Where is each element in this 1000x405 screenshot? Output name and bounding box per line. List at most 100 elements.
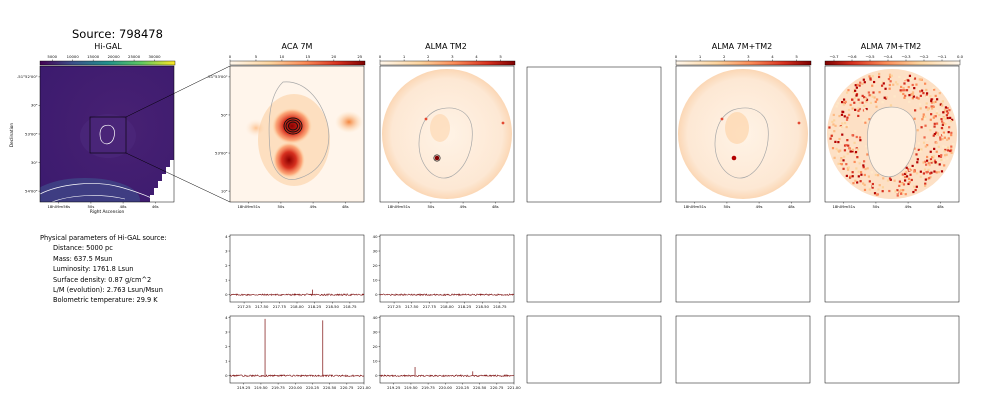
residual-noise-pixel [874, 173, 877, 177]
residual-noise-pixel [853, 129, 857, 133]
empty-spectrum-r1-c3 [526, 234, 662, 303]
residual-noise-pixel [911, 91, 915, 94]
tm2-colorbar [379, 60, 516, 66]
residual-noise-pixel [919, 170, 922, 173]
residual-noise-pixel [936, 132, 939, 135]
spectrum-y-tick-label: 3 [225, 329, 228, 334]
residual-noise-pixel [853, 160, 856, 164]
residual-noise-pixel [934, 100, 937, 103]
residual-noise-pixel [892, 83, 895, 86]
residual-noise-pixel [935, 131, 938, 134]
residual-noise-pixel [851, 107, 854, 110]
residual-noise-pixel [855, 93, 859, 96]
residual-noise-pixel [913, 170, 916, 173]
combo-panel: 0 1 2 3 4 5 18h09m51s 50s 49s 48s [675, 54, 812, 209]
higal-ylabel: Declination [9, 123, 15, 148]
spectrum-y-tick-label: 0 [375, 373, 378, 378]
colorbar-tick-label: 0 [379, 54, 382, 59]
colorbar-tick-label: −0.4 [883, 54, 893, 59]
residual-noise-pixel [832, 123, 835, 126]
residual-noise-pixel [919, 90, 922, 93]
x-tick-label: 49s [756, 204, 763, 209]
spectrum-y-tick-label: 40 [373, 234, 378, 239]
residual-noise-pixel [862, 160, 866, 163]
residual-noise-pixel [935, 122, 939, 125]
spectrum-baseline [229, 374, 365, 378]
residual-noise-pixel [862, 119, 865, 122]
spectrum-x-tick-label: 218.25 [308, 304, 322, 309]
residual-noise-pixel [863, 104, 866, 107]
spectrum-y-tick-label: 4 [225, 234, 228, 239]
param-distance: Distance: 5000 pc [53, 244, 113, 253]
residual-noise-pixel [928, 177, 931, 180]
residual-noise-pixel [920, 78, 923, 81]
y-tick-label: 30" [31, 103, 38, 108]
x-tick-label: 49s [460, 204, 467, 209]
residual-noise-pixel [868, 94, 871, 97]
y-tick-label: 30" [31, 160, 38, 165]
colorbar-tick-label: 15000 [87, 54, 100, 59]
residual-noise-pixel [888, 87, 891, 90]
residual-noise-pixel [903, 89, 906, 92]
spectrum-x-tick-label: 219.75 [271, 385, 285, 390]
residual-noise-pixel [899, 90, 903, 94]
empty-spectrum-r2-c3 [526, 315, 662, 384]
residual-noise-pixel [945, 114, 949, 117]
residual-noise-pixel [836, 102, 839, 105]
residual-noise-pixel [915, 185, 918, 188]
residual-noise-pixel [930, 98, 933, 101]
residual-noise-pixel [907, 177, 911, 180]
tm2-edge-source-left [424, 117, 428, 121]
residual-noise-pixel [944, 146, 948, 149]
spectrum-frame [229, 234, 365, 303]
residual-noise-pixel [940, 170, 944, 173]
spectrum-x-tick-label: 217.50 [405, 304, 419, 309]
colorbar-tick-label: 3 [747, 54, 750, 59]
residual-noise-pixel [928, 163, 931, 167]
residual-noise-pixel [869, 101, 873, 105]
residual-noise-pixel [919, 175, 922, 178]
aca-blob-left [245, 119, 267, 137]
residual-noise-pixel [924, 124, 927, 127]
residual-noise-pixel [892, 190, 895, 193]
residual-noise-pixel [868, 75, 871, 78]
colorbar-tick-label: 1 [403, 54, 406, 59]
residual-noise-pixel [943, 136, 946, 139]
residual-noise-pixel [858, 107, 861, 111]
spectrum-x-tick-label: 218.25 [458, 304, 472, 309]
residual-noise-pixel [845, 125, 848, 129]
residual-noise-pixel [878, 91, 881, 94]
residual-noise-pixel [946, 138, 949, 141]
higal-jagged-edge [150, 160, 174, 202]
residual-noise-pixel [854, 84, 857, 87]
residual-noise-pixel [859, 81, 862, 84]
colorbar-tick-label: 2 [427, 54, 430, 59]
residual-noise-pixel [926, 144, 929, 147]
spectrum-x-tick-label: 220.75 [340, 385, 354, 390]
residual-noise-pixel [882, 82, 885, 85]
residual-noise-pixel [938, 113, 941, 117]
residual-noise-pixel [927, 168, 930, 171]
residual-noise-pixel [916, 129, 919, 132]
residual-noise-pixel [930, 99, 933, 103]
colorbar-tick-label: −0.2 [919, 54, 929, 59]
residual-noise-pixel [854, 89, 857, 92]
residual-noise-pixel [840, 141, 843, 144]
residual-noise-pixel [846, 116, 849, 119]
residual-noise-pixel [833, 156, 836, 159]
residual-noise-pixel [911, 76, 915, 79]
spectrum-y-tick-label: 30 [373, 329, 378, 334]
residual-noise-pixel [839, 126, 842, 130]
colorbar-tick-label: −0.7 [829, 54, 839, 59]
tm2-edge-source-right [501, 121, 505, 125]
residual-noise-pixel [929, 158, 933, 161]
residual-noise-pixel [875, 193, 878, 196]
residual-noise-pixel [933, 132, 936, 136]
residual-noise-pixel [944, 133, 947, 136]
residual-noise-pixel [940, 108, 943, 111]
residual-noise-pixel [849, 103, 852, 107]
residual-noise-pixel [926, 177, 929, 180]
residual-noise-pixel [865, 107, 868, 111]
residual-noise-pixel [843, 121, 847, 125]
residual-noise-pixel [848, 147, 852, 150]
